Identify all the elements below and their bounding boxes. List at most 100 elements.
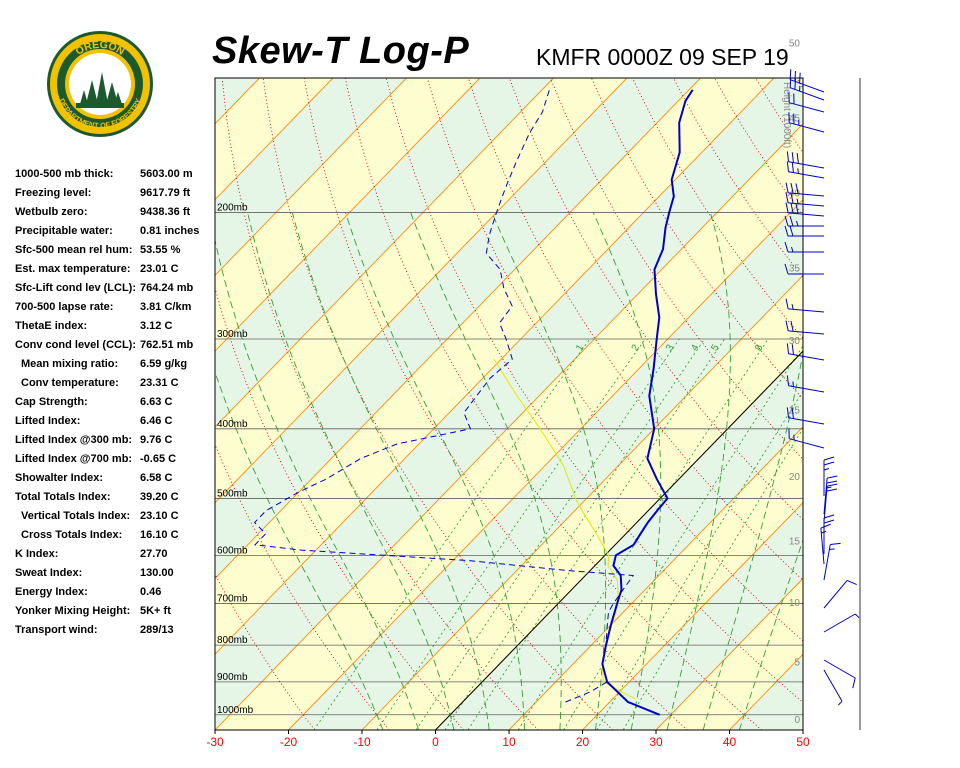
isobar-label: 900mb xyxy=(217,672,248,683)
wind-barb xyxy=(788,92,825,113)
wind-barb xyxy=(788,428,825,449)
height-tick-label: 15 xyxy=(789,536,801,547)
moist-adiabat xyxy=(702,351,803,730)
x-tick-label: 0 xyxy=(432,735,439,749)
wind-barb xyxy=(823,669,843,706)
moist-adiabat xyxy=(215,370,384,730)
wind-barb xyxy=(823,542,841,581)
wind-barb xyxy=(823,579,857,609)
dry-adiabat xyxy=(879,78,960,730)
dry-adiabat xyxy=(426,78,803,642)
mixing-ratio-label: 8 xyxy=(753,342,766,353)
index-row: Conv cond level (CCL): 762.51 mb xyxy=(15,339,215,358)
index-value: 23.01 C xyxy=(140,263,179,275)
index-label: Lifted Index @700 mb: xyxy=(15,453,133,465)
logo-tree-icon xyxy=(76,72,124,108)
index-label: Freezing level: xyxy=(15,187,92,199)
index-row: Showalter Index: 6.58 C xyxy=(15,472,215,491)
height-tick-label: 45 xyxy=(789,113,801,124)
isotherm-line xyxy=(215,78,407,277)
index-row: 700-500 lapse rate: 3.81 C/km xyxy=(15,301,215,320)
moist-adiabat xyxy=(666,212,731,730)
isotherm-line xyxy=(0,78,39,730)
isobar-label: 1000mb xyxy=(217,705,254,716)
index-row: Sweat Index: 130.00 xyxy=(15,567,215,586)
index-value: 762.51 mb xyxy=(140,339,194,351)
wind-barb xyxy=(786,375,825,393)
wind-barb xyxy=(786,151,825,169)
moist-adiabat xyxy=(247,212,455,730)
index-label: Conv cond level (CCL): xyxy=(15,339,137,351)
isobar-label: 200mb xyxy=(217,202,248,213)
wind-barb xyxy=(785,320,825,335)
index-label: Sfc-Lift cond lev (LCL): xyxy=(15,282,136,294)
index-row: Precipitable water: 0.81 inches xyxy=(15,225,215,244)
isobar-label: 600mb xyxy=(217,545,248,556)
isotherm-line xyxy=(877,78,960,730)
isotherm-band xyxy=(877,78,960,730)
index-row: Total Totals Index: 39.20 C xyxy=(15,491,215,510)
mixing-ratio-line xyxy=(415,338,680,730)
index-row: Energy Index: 0.46 xyxy=(15,586,215,605)
isotherm-line xyxy=(508,426,803,730)
index-row: Freezing level: 9617.79 ft xyxy=(15,187,215,206)
index-label: 1000-500 mb thick: xyxy=(15,168,114,180)
wind-barb xyxy=(820,523,831,565)
zero-isotherm xyxy=(435,350,803,730)
dry-adiabat xyxy=(838,78,960,730)
isobar-label: 500mb xyxy=(217,488,248,499)
dry-adiabat xyxy=(591,78,803,400)
moist-adiabat xyxy=(291,212,490,730)
isotherm-line xyxy=(215,78,775,655)
wind-barb xyxy=(789,77,825,101)
moist-adiabat xyxy=(491,212,607,730)
isotherm-line xyxy=(361,274,803,730)
x-tick-label: -20 xyxy=(280,735,298,749)
isotherm-line xyxy=(802,729,803,730)
dry-adiabat xyxy=(920,78,960,730)
wind-barb xyxy=(785,192,825,207)
index-row: K Index: 27.70 xyxy=(15,548,215,567)
moist-adiabat xyxy=(410,212,562,730)
index-value: 0.46 xyxy=(140,586,162,598)
index-label: Transport wind: xyxy=(15,624,98,636)
wind-barb xyxy=(785,182,825,197)
wind-barb xyxy=(823,514,835,554)
index-value: -0.65 C xyxy=(140,453,177,465)
isotherm-band xyxy=(215,78,803,730)
index-label: Cap Strength: xyxy=(15,396,88,408)
index-label: Total Totals Index: xyxy=(15,491,111,503)
chart-title: Skew-T Log-P xyxy=(212,30,470,72)
isobar-label: 300mb xyxy=(217,329,248,340)
x-tick-label: 40 xyxy=(723,735,737,749)
mixing-ratio-label: 2 xyxy=(630,342,643,353)
index-value: 39.20 C xyxy=(140,491,179,503)
wind-barb xyxy=(784,241,824,253)
index-label: Precipitable water: xyxy=(15,225,113,237)
index-value: 5K+ ft xyxy=(140,605,171,617)
index-value: 27.70 xyxy=(140,548,168,560)
index-value: 9438.36 ft xyxy=(140,206,191,218)
isobar-label: 800mb xyxy=(217,635,248,646)
wind-barb xyxy=(785,298,825,313)
wind-barb xyxy=(786,343,825,361)
index-row: Lifted Index @300 mb: 9.76 C xyxy=(15,434,215,453)
height-tick-label: 0 xyxy=(794,715,800,726)
index-row: Transport wind: 289/13 xyxy=(15,624,215,643)
isotherm-line xyxy=(215,78,628,504)
index-row: Vertical Totals Index: 23.10 C xyxy=(15,510,215,529)
wind-barb xyxy=(823,483,838,523)
index-value: 53.55 % xyxy=(140,244,181,256)
moist-adiabat xyxy=(345,212,525,730)
moist-adiabats xyxy=(215,212,803,730)
station-time-label: KMFR 0000Z 09 SEP 19 xyxy=(536,44,789,70)
dry-adiabat xyxy=(632,78,803,339)
index-label: ThetaE index: xyxy=(15,320,88,332)
index-label: Sweat Index: xyxy=(15,567,83,579)
mixing-ratio-label: 5 xyxy=(709,342,722,353)
index-label: Lifted Index @300 mb: xyxy=(15,434,133,446)
index-value: 130.00 xyxy=(140,567,174,579)
index-value: 764.24 mb xyxy=(140,282,194,294)
height-tick-label: 50 xyxy=(789,38,801,49)
